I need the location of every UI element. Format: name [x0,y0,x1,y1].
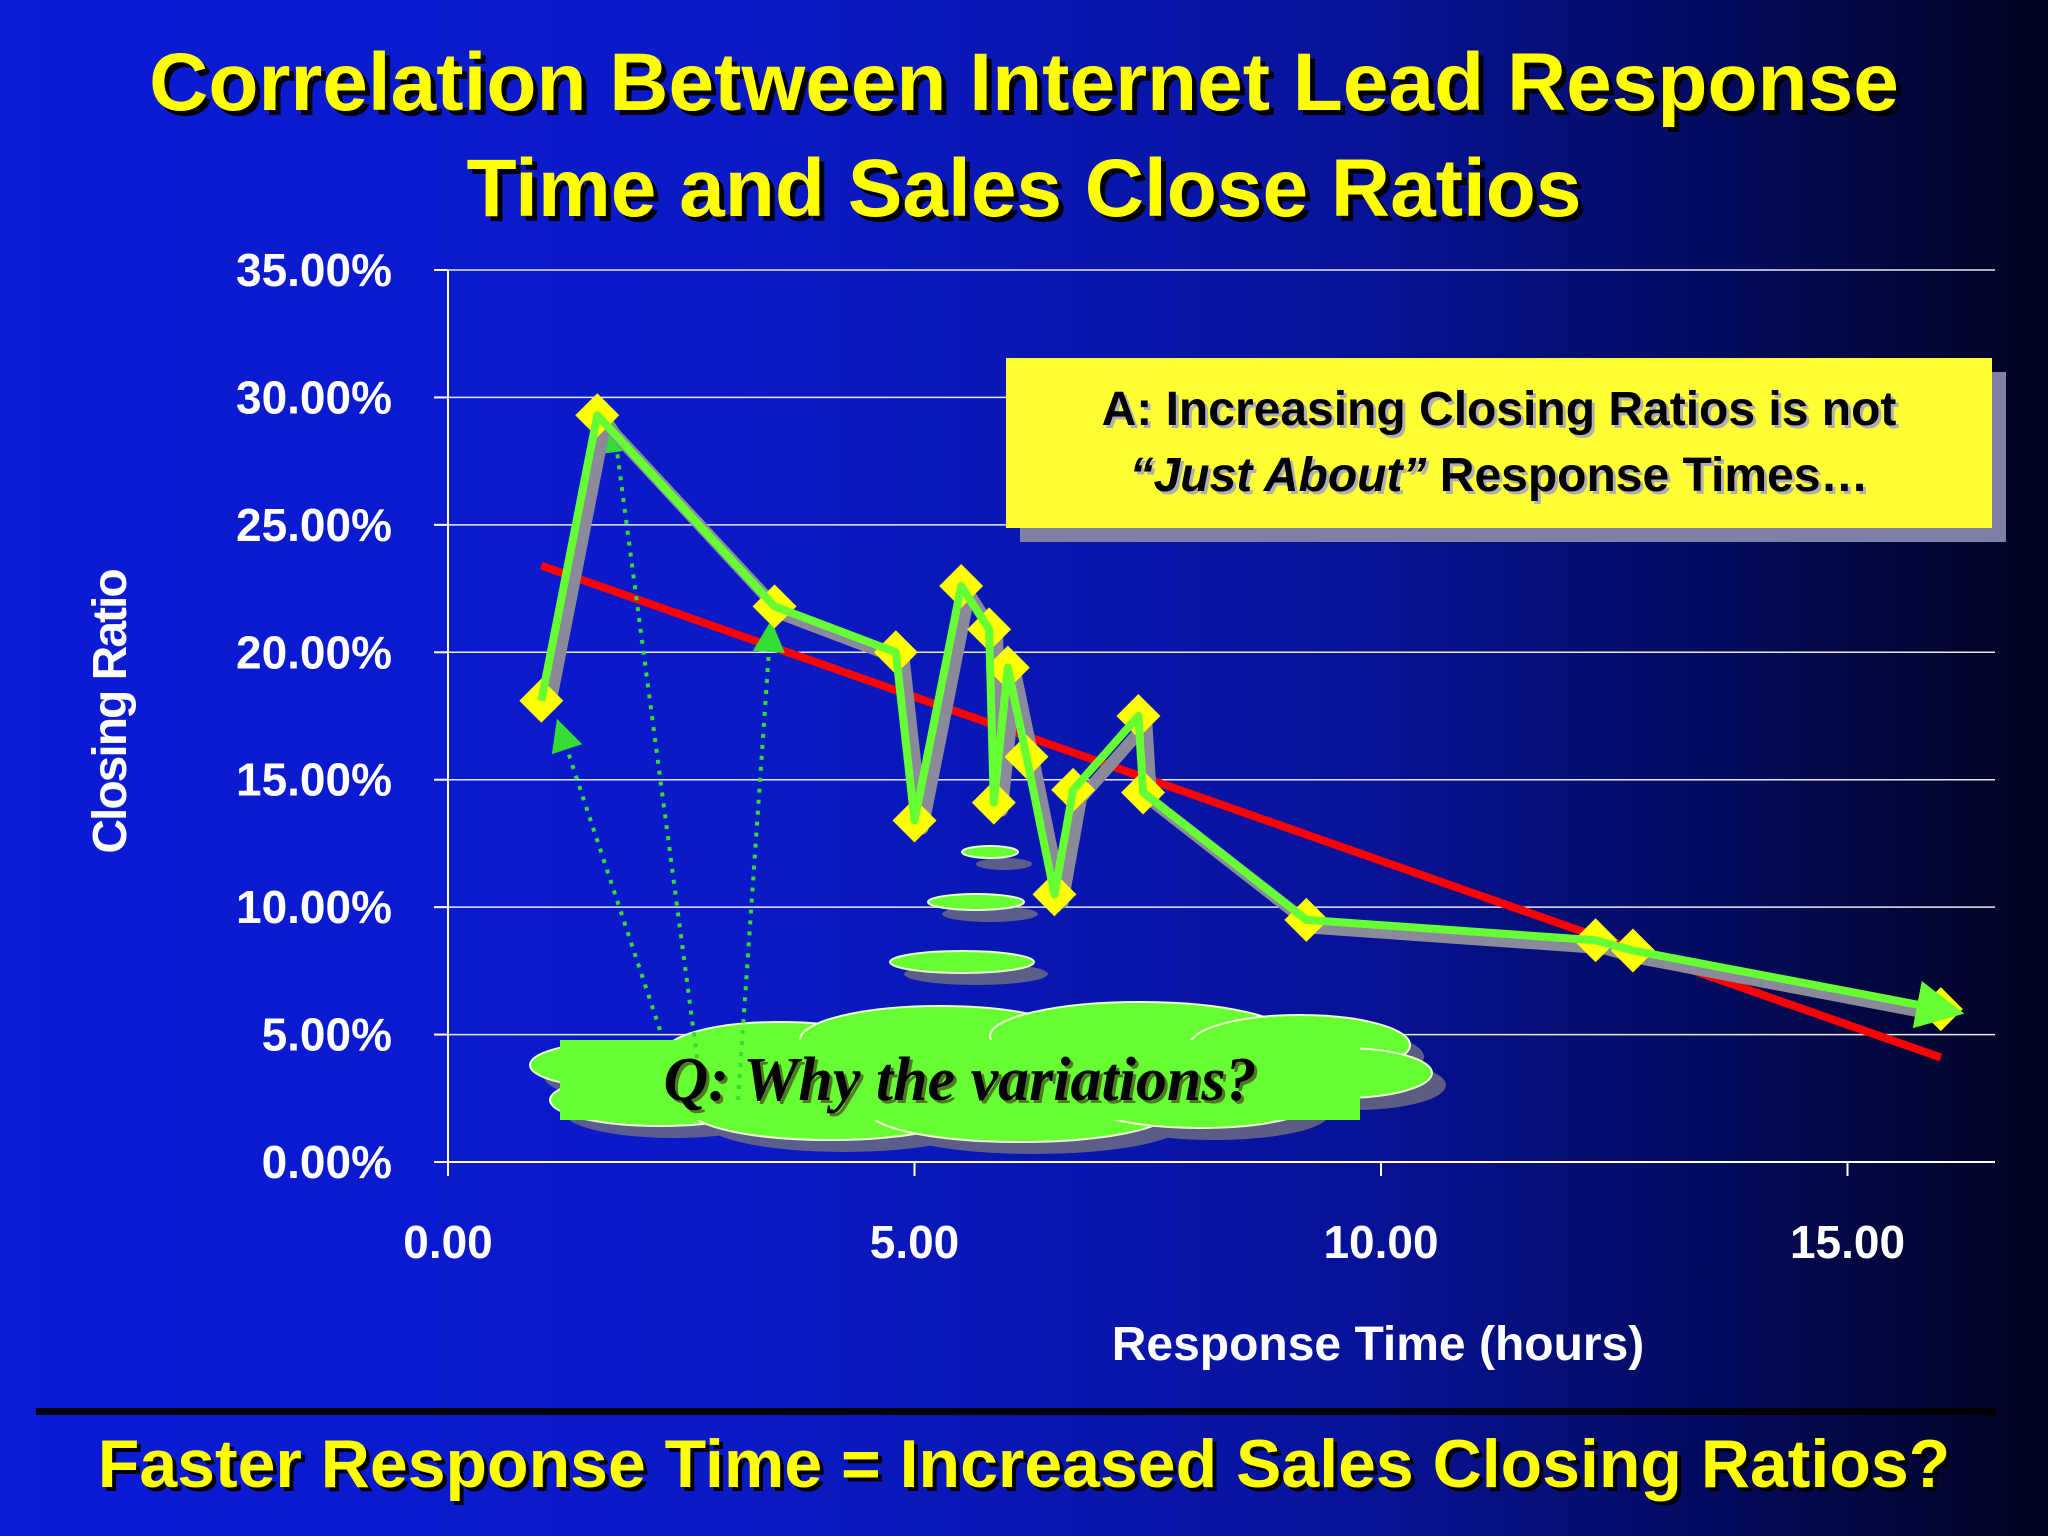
question-text: Q: Why the variations? [663,1045,1257,1114]
x-tick-label: 5.00 [870,1216,960,1268]
slide-title: Correlation Between Internet Lead Respon… [0,30,2048,242]
x-tick-label: 0.00 [403,1216,493,1268]
trend-line [539,561,1943,1062]
y-tick-label: 0.00% [262,1136,392,1188]
x-tick-labels: 0.00 5.00 10.00 15.00 [403,1216,1905,1268]
x-tick-label: 15.00 [1790,1216,1905,1268]
y-tick-label: 35.00% [236,244,392,296]
answer-line-1: A: Increasing Closing Ratios is not [1101,383,1897,436]
y-tick-label: 5.00% [262,1009,392,1061]
y-tick-label: 30.00% [236,371,392,423]
trendline [539,561,1943,1062]
footer-divider [36,1408,1996,1415]
y-axis-label: Closing Ratio [84,570,137,854]
slide-footer: Faster Response Time = Increased Sales C… [97,1426,1951,1502]
y-tick-label: 20.00% [236,626,392,678]
answer-line-2: “Just About” Response Times… [1130,443,1869,509]
question-arrows [551,420,785,1101]
axes [447,270,1995,1163]
x-axis-label: Response Time (hours) [1112,1318,1645,1371]
answer-emphasis: “Just About” [1129,449,1427,502]
y-tick-label: 25.00% [236,499,392,551]
slide-title-line-1: Correlation Between Internet Lead Respon… [149,37,1899,128]
y-tick-labels: 0.00% 5.00% 10.00% 15.00% 20.00% 25.00% 30.00%… [236,244,392,1188]
question-cloud [529,845,1446,1154]
y-tick-label: 15.00% [236,754,392,806]
series-closing-ratio [519,393,1965,1032]
x-tick-label: 10.00 [1323,1216,1438,1268]
slide-title-line-2: Time and Sales Close Ratios [466,143,1582,234]
y-tick-label: 10.00% [236,881,392,933]
answer-line-2-rest: Response Times… [1426,449,1869,502]
series-line [537,411,1965,1029]
answer-callout: A: Increasing Closing Ratios is not “Jus… [1006,358,1992,528]
